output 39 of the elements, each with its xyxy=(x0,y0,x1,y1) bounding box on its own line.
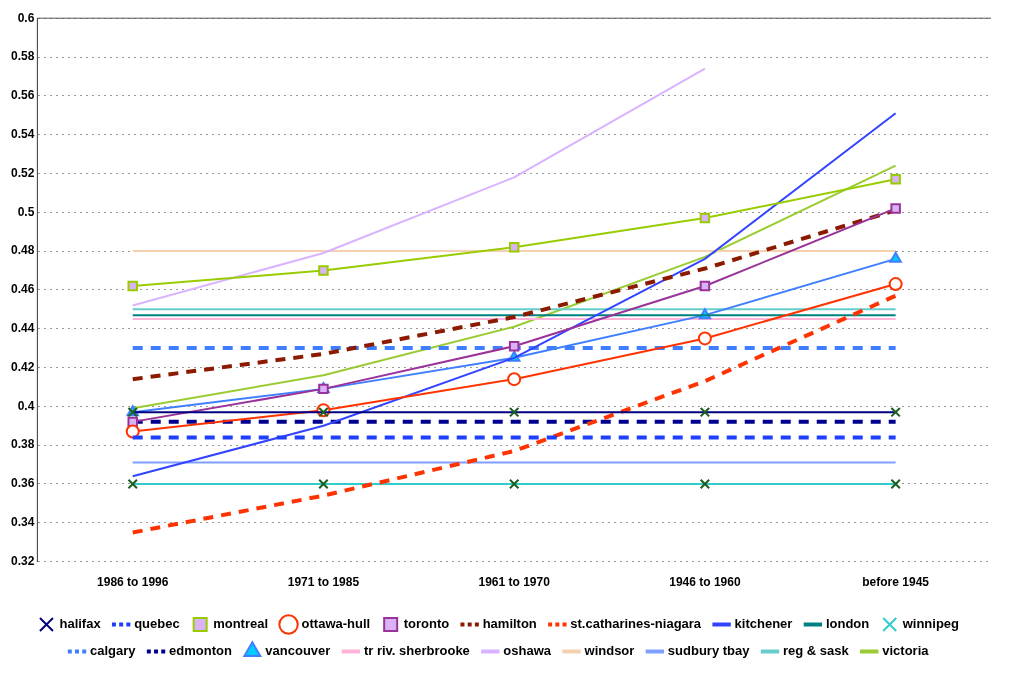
legend-label: st.catharines-niagara xyxy=(570,616,702,632)
legend-label: kitchener xyxy=(734,616,793,632)
legend-label: vancouver xyxy=(265,643,331,659)
y-tick-label: 0.5 xyxy=(17,204,35,219)
y-tick-label: 0.52 xyxy=(11,165,35,180)
legend-label: tr riv. sherbrooke xyxy=(363,643,470,659)
y-tick-label: 0.48 xyxy=(11,243,35,258)
y-tick-label: 0.34 xyxy=(11,515,35,530)
legend-label: winnipeg xyxy=(901,616,960,632)
y-tick-label: 0.54 xyxy=(11,126,35,141)
y-tick-label: 0.58 xyxy=(11,49,35,64)
y-tick-label: 0.56 xyxy=(11,88,35,103)
y-tick-label: 0.46 xyxy=(11,282,35,297)
legend-label: edmonton xyxy=(169,643,232,659)
y-tick-label: 0.32 xyxy=(11,553,35,568)
y-tick-label: 0.42 xyxy=(11,359,35,374)
legend-label: oshawa xyxy=(503,643,552,659)
y-tick-label: 0.4 xyxy=(17,398,35,413)
x-tick-label: 1971 to 1985 xyxy=(287,575,360,590)
legend-label: reg & sask xyxy=(782,643,850,659)
x-tick-label: 1961 to 1970 xyxy=(478,575,551,590)
legend-label: quebec xyxy=(134,616,180,632)
legend-label: halifax xyxy=(59,616,102,632)
legend-label: toronto xyxy=(403,616,450,632)
x-tick-label: 1986 to 1996 xyxy=(97,575,169,590)
legend-label: ottawa-hull xyxy=(301,616,371,632)
legend-label: london xyxy=(825,616,870,632)
y-tick-label: 0.44 xyxy=(11,321,35,336)
x-tick-label: 1946 to 1960 xyxy=(669,575,741,590)
legend-label: victoria xyxy=(882,643,930,659)
legend-label: calgary xyxy=(90,643,137,659)
y-tick-label: 0.38 xyxy=(11,437,35,452)
y-tick-label: 0.36 xyxy=(11,476,35,491)
legend-label: sudbury tbay xyxy=(667,643,751,659)
legend-label: windsor xyxy=(583,643,635,659)
legend-label: montreal xyxy=(213,616,269,632)
x-tick-label: before 1945 xyxy=(862,575,930,590)
legend-label: hamilton xyxy=(482,616,537,632)
y-tick-label: 0.6 xyxy=(17,10,35,25)
